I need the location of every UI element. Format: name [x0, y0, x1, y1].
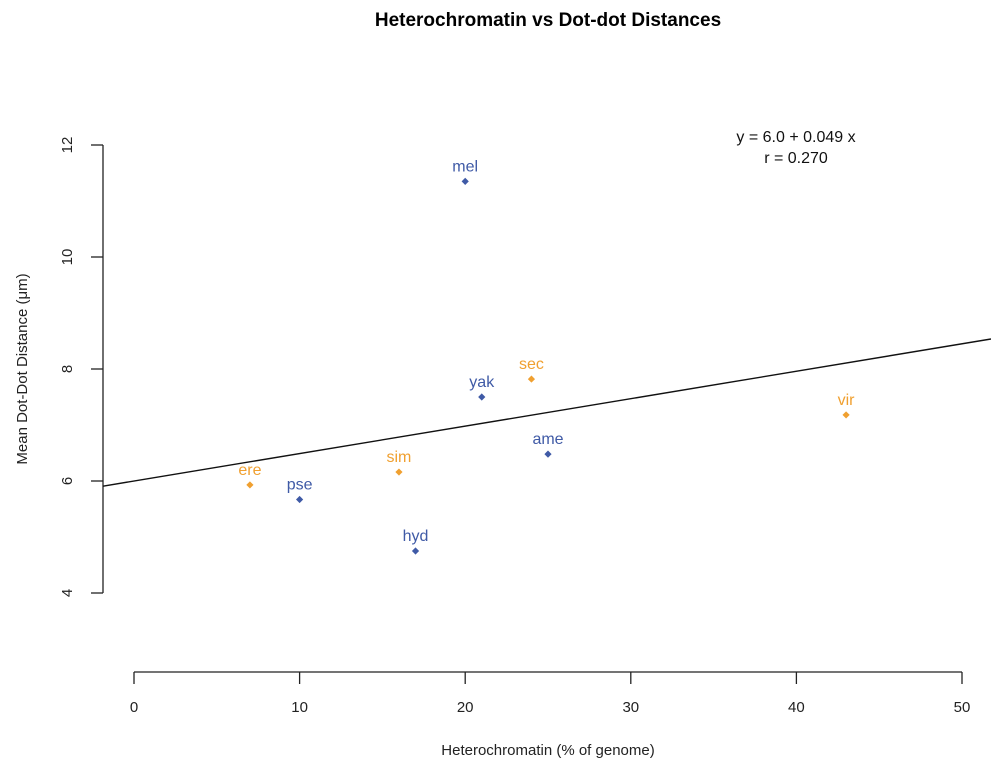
x-tick-label: 30	[622, 699, 639, 716]
correlation-coefficient: r = 0.270	[764, 150, 828, 167]
regression-line	[102, 338, 991, 487]
regression-equation: y = 6.0 + 0.049 x	[736, 129, 855, 146]
point-marker	[296, 495, 304, 504]
data-point-sim: sim	[387, 449, 412, 476]
point-label: hyd	[403, 528, 429, 545]
data-point-pse: pse	[287, 476, 313, 504]
y-tick-label: 8	[59, 365, 76, 373]
point-label: vir	[838, 392, 856, 409]
data-point-hyd: hyd	[403, 528, 429, 555]
x-tick-label: 20	[457, 699, 474, 716]
x-tick-label: 40	[788, 699, 805, 716]
data-point-ame: ame	[532, 431, 564, 458]
y-tick-label: 6	[59, 477, 76, 485]
y-tick-label: 10	[59, 249, 76, 266]
point-marker	[544, 450, 552, 458]
point-label: ere	[238, 462, 261, 479]
y-axis: 4 6 8 10 12	[59, 137, 104, 597]
point-label: pse	[287, 476, 313, 493]
x-tick-label: 10	[291, 699, 308, 716]
point-label: sim	[387, 449, 412, 466]
x-axis: 0 10 20 30 40 50	[130, 671, 971, 716]
point-marker	[395, 468, 403, 476]
plot-area: mel yak sec vir ame sim ere pse hyd	[102, 158, 991, 555]
point-label: ame	[532, 431, 563, 448]
y-axis-label: Mean Dot-Dot Distance (μm)	[14, 273, 31, 464]
data-point-sec: sec	[519, 356, 544, 383]
point-label: yak	[469, 374, 495, 391]
point-marker	[461, 177, 469, 185]
y-tick-label: 12	[59, 137, 76, 154]
point-label: sec	[519, 356, 544, 373]
point-marker	[478, 393, 486, 401]
point-marker	[246, 481, 254, 489]
point-marker	[842, 411, 850, 419]
x-tick-label: 50	[954, 699, 971, 716]
x-axis-label: Heterochromatin (% of genome)	[441, 742, 654, 759]
chart-title: Heterochromatin vs Dot-dot Distances	[375, 10, 721, 31]
data-points: mel yak sec vir ame sim ere pse hyd	[238, 158, 856, 555]
y-tick-label: 4	[59, 589, 76, 597]
point-marker	[527, 375, 536, 383]
x-tick-label: 0	[130, 699, 138, 716]
data-point-mel: mel	[452, 158, 478, 185]
point-label: mel	[452, 158, 478, 175]
data-point-vir: vir	[838, 392, 856, 419]
point-marker	[411, 547, 420, 555]
data-point-ere: ere	[238, 462, 262, 489]
data-point-yak: yak	[469, 374, 495, 401]
